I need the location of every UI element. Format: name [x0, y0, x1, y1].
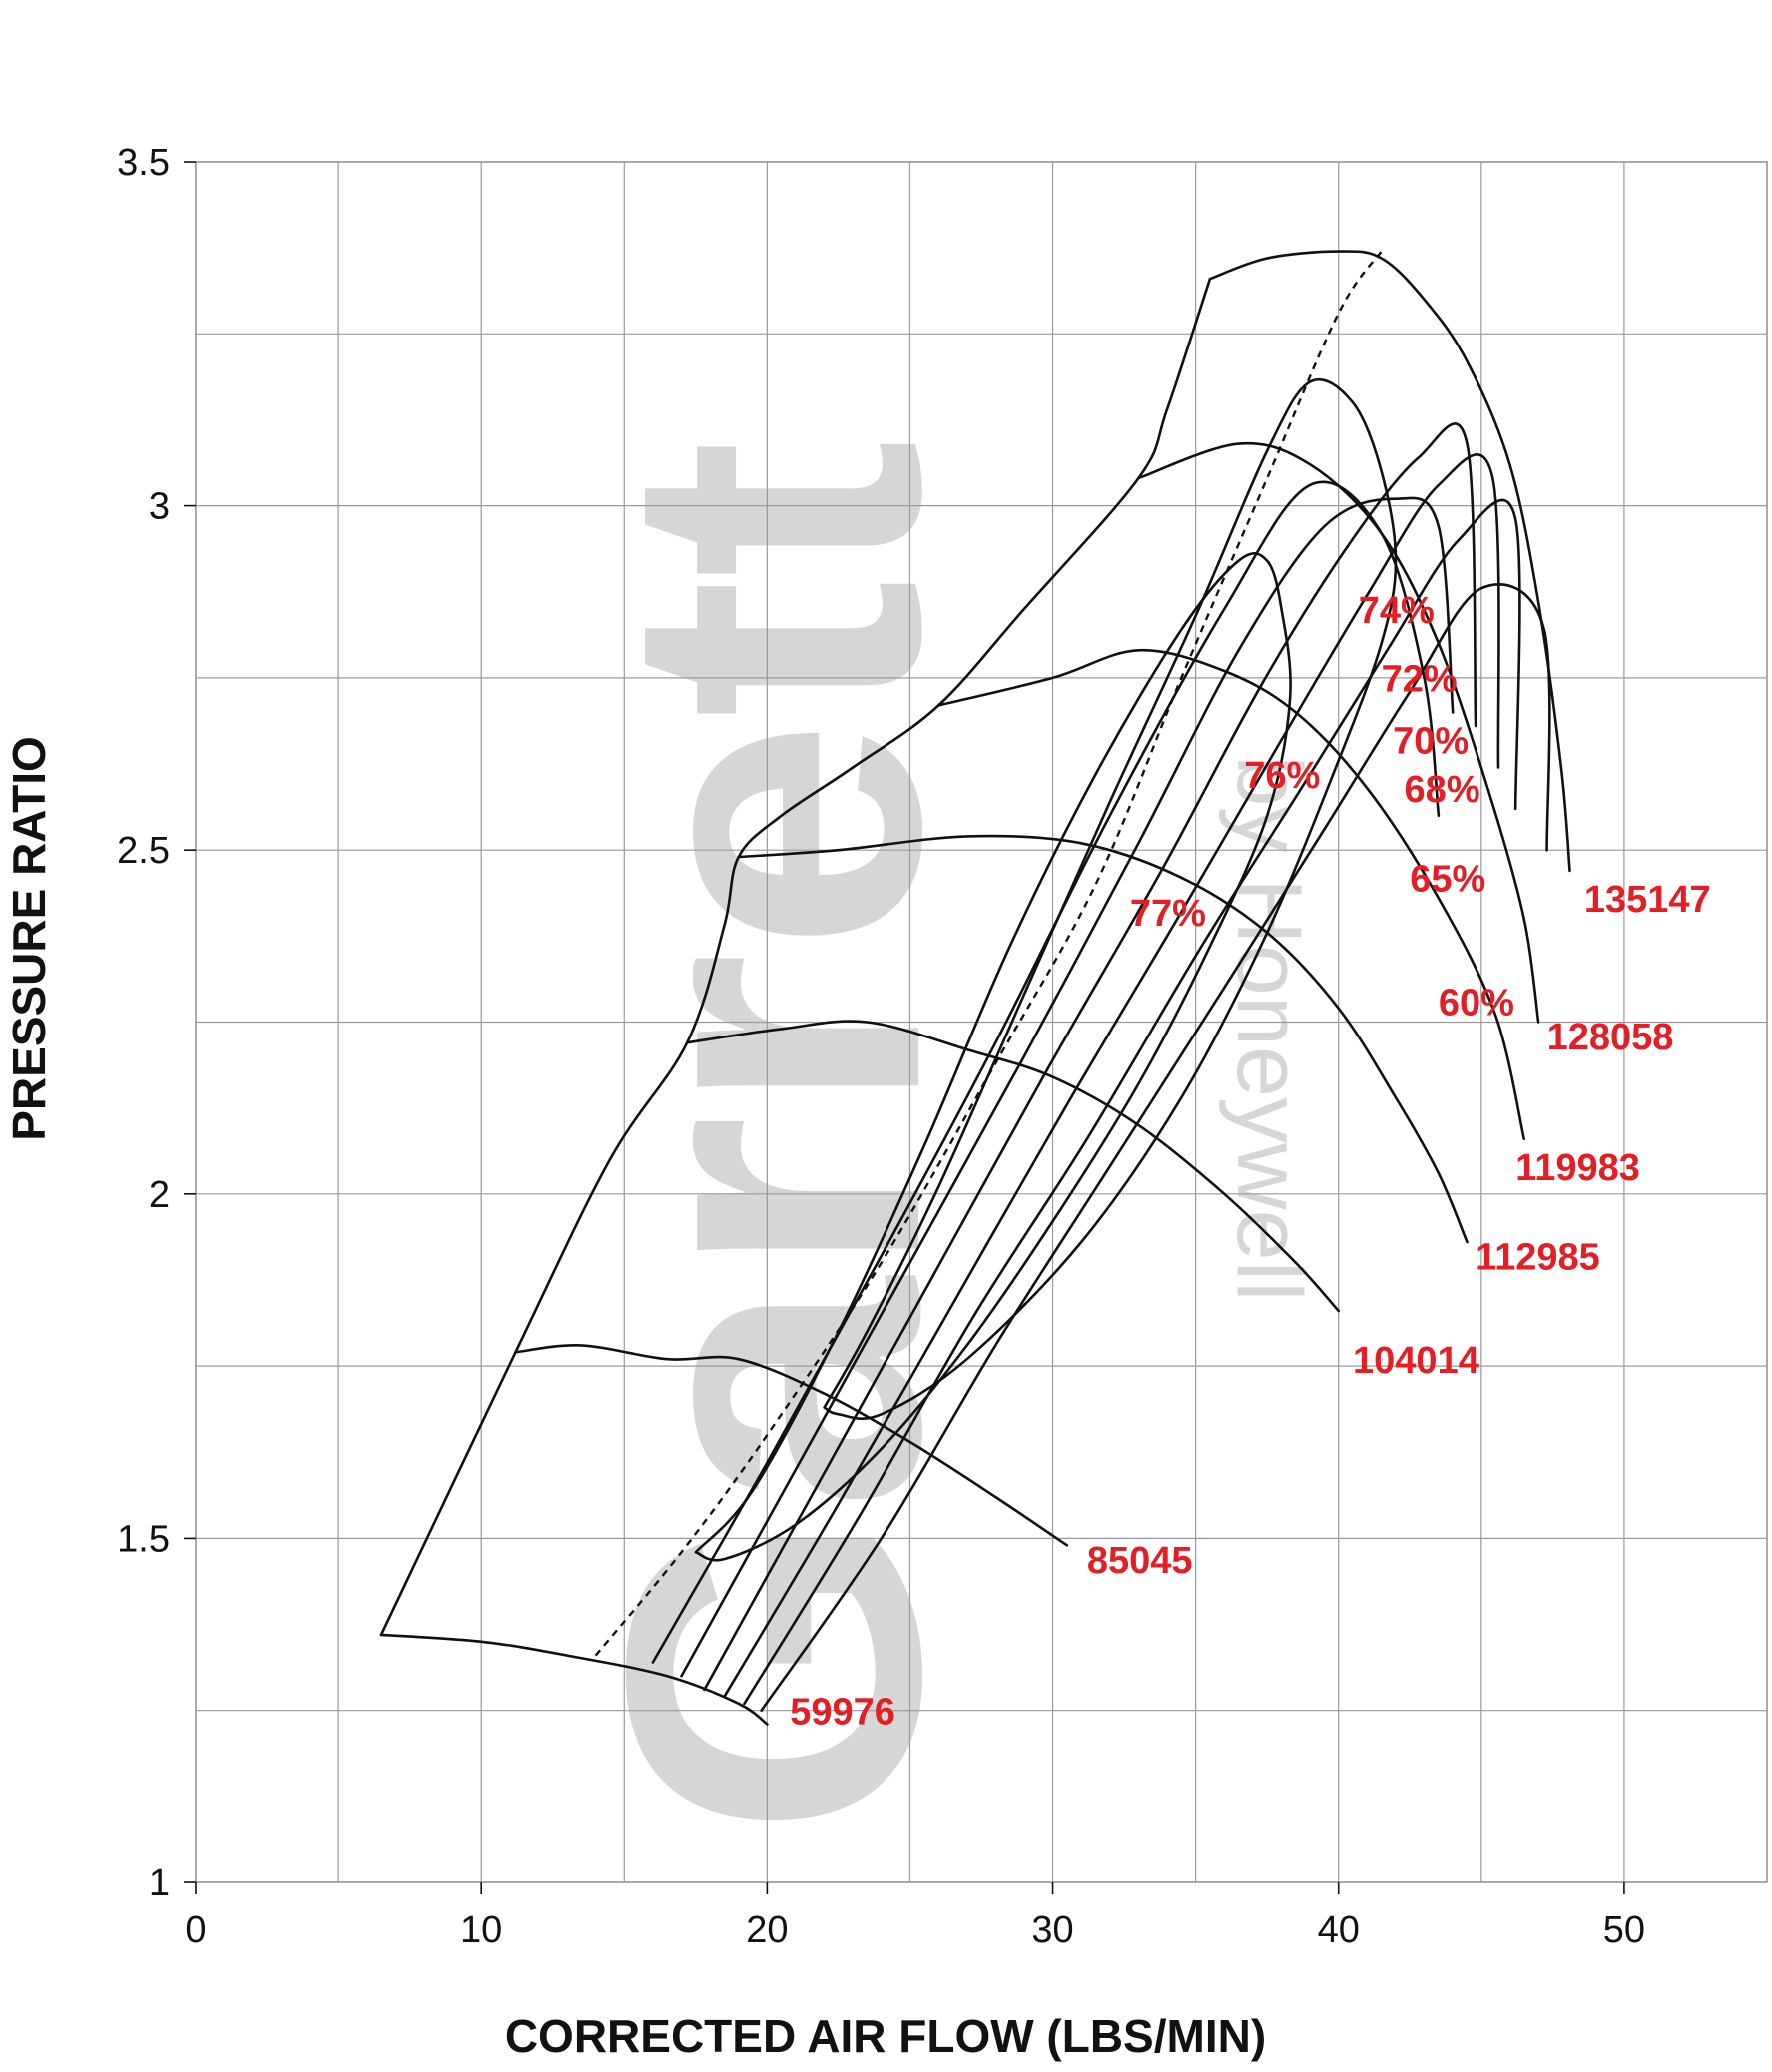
axis-ticks: 0 10 20 30 40 50 1 1.5 2 2.5 3 3.5 — [117, 142, 1645, 1951]
label-59976: 59976 — [790, 1691, 895, 1732]
efficiency-island-65pct — [743, 498, 1521, 1706]
label-60pct: 60% — [1439, 983, 1514, 1025]
y-tick-label: 3.5 — [117, 142, 170, 184]
x-tick-label: 10 — [460, 1909, 502, 1951]
speed-line-112985 — [737, 834, 1469, 1244]
x-tick-label: 50 — [1603, 1909, 1645, 1951]
label-74pct: 74% — [1359, 590, 1435, 632]
x-tick-label: 30 — [1031, 1909, 1073, 1951]
y-tick-label: 1 — [149, 1862, 170, 1904]
label-119983: 119983 — [1515, 1147, 1640, 1189]
surge-boundary-line — [379, 277, 1212, 1637]
y-tick-label: 3 — [149, 486, 170, 528]
efficiency-island-70pct — [703, 422, 1477, 1692]
dashed-reference-line — [594, 250, 1383, 1657]
plot-frame — [195, 161, 1768, 1883]
garrett-watermark: Garrett by Honeywell — [540, 439, 1320, 1837]
efficiency-island-74pct — [651, 480, 1441, 1664]
speed-line-119983 — [936, 648, 1525, 1140]
efficiency-island-72pct — [680, 496, 1455, 1678]
label-65pct: 65% — [1410, 859, 1485, 901]
chart-labels: 59976 85045 104014 112985 119983 128058 135147… — [790, 590, 1710, 1733]
label-70pct: 70% — [1393, 721, 1469, 763]
label-72pct: 72% — [1382, 659, 1458, 701]
x-tick-label: 20 — [746, 1909, 788, 1951]
label-112985: 112985 — [1476, 1237, 1600, 1279]
speed-line-59976 — [379, 1633, 769, 1726]
label-85045: 85045 — [1087, 1540, 1193, 1582]
y-tick-label: 2.5 — [117, 830, 170, 872]
x-tick-label: 40 — [1318, 1909, 1360, 1951]
speed-line-85045 — [514, 1344, 1069, 1547]
label-77pct: 77% — [1130, 893, 1206, 935]
label-104014: 104014 — [1353, 1340, 1479, 1382]
speed-line-128058 — [1137, 441, 1540, 1024]
label-68pct: 68% — [1405, 769, 1480, 811]
efficiency-island-68pct — [723, 453, 1500, 1699]
x-tick-label: 0 — [185, 1909, 206, 1951]
y-tick-label: 2 — [149, 1174, 170, 1216]
y-tick-label: 1.5 — [117, 1518, 170, 1560]
chart-curves — [379, 250, 1571, 1726]
chart-grid — [195, 161, 1768, 1883]
label-128058: 128058 — [1547, 1017, 1674, 1058]
efficiency-island-60pct — [760, 583, 1551, 1712]
x-axis-title: CORRECTED AIR FLOW (LBS/MIN) — [505, 2010, 1266, 2062]
y-axis-title: PRESSURE RATIO — [3, 736, 55, 1141]
label-76pct: 76% — [1244, 755, 1320, 797]
label-135147: 135147 — [1584, 879, 1711, 921]
watermark-brand: Garrett — [540, 439, 1008, 1837]
speed-line-104014 — [685, 1020, 1340, 1313]
speed-line-135147 — [1208, 250, 1571, 873]
